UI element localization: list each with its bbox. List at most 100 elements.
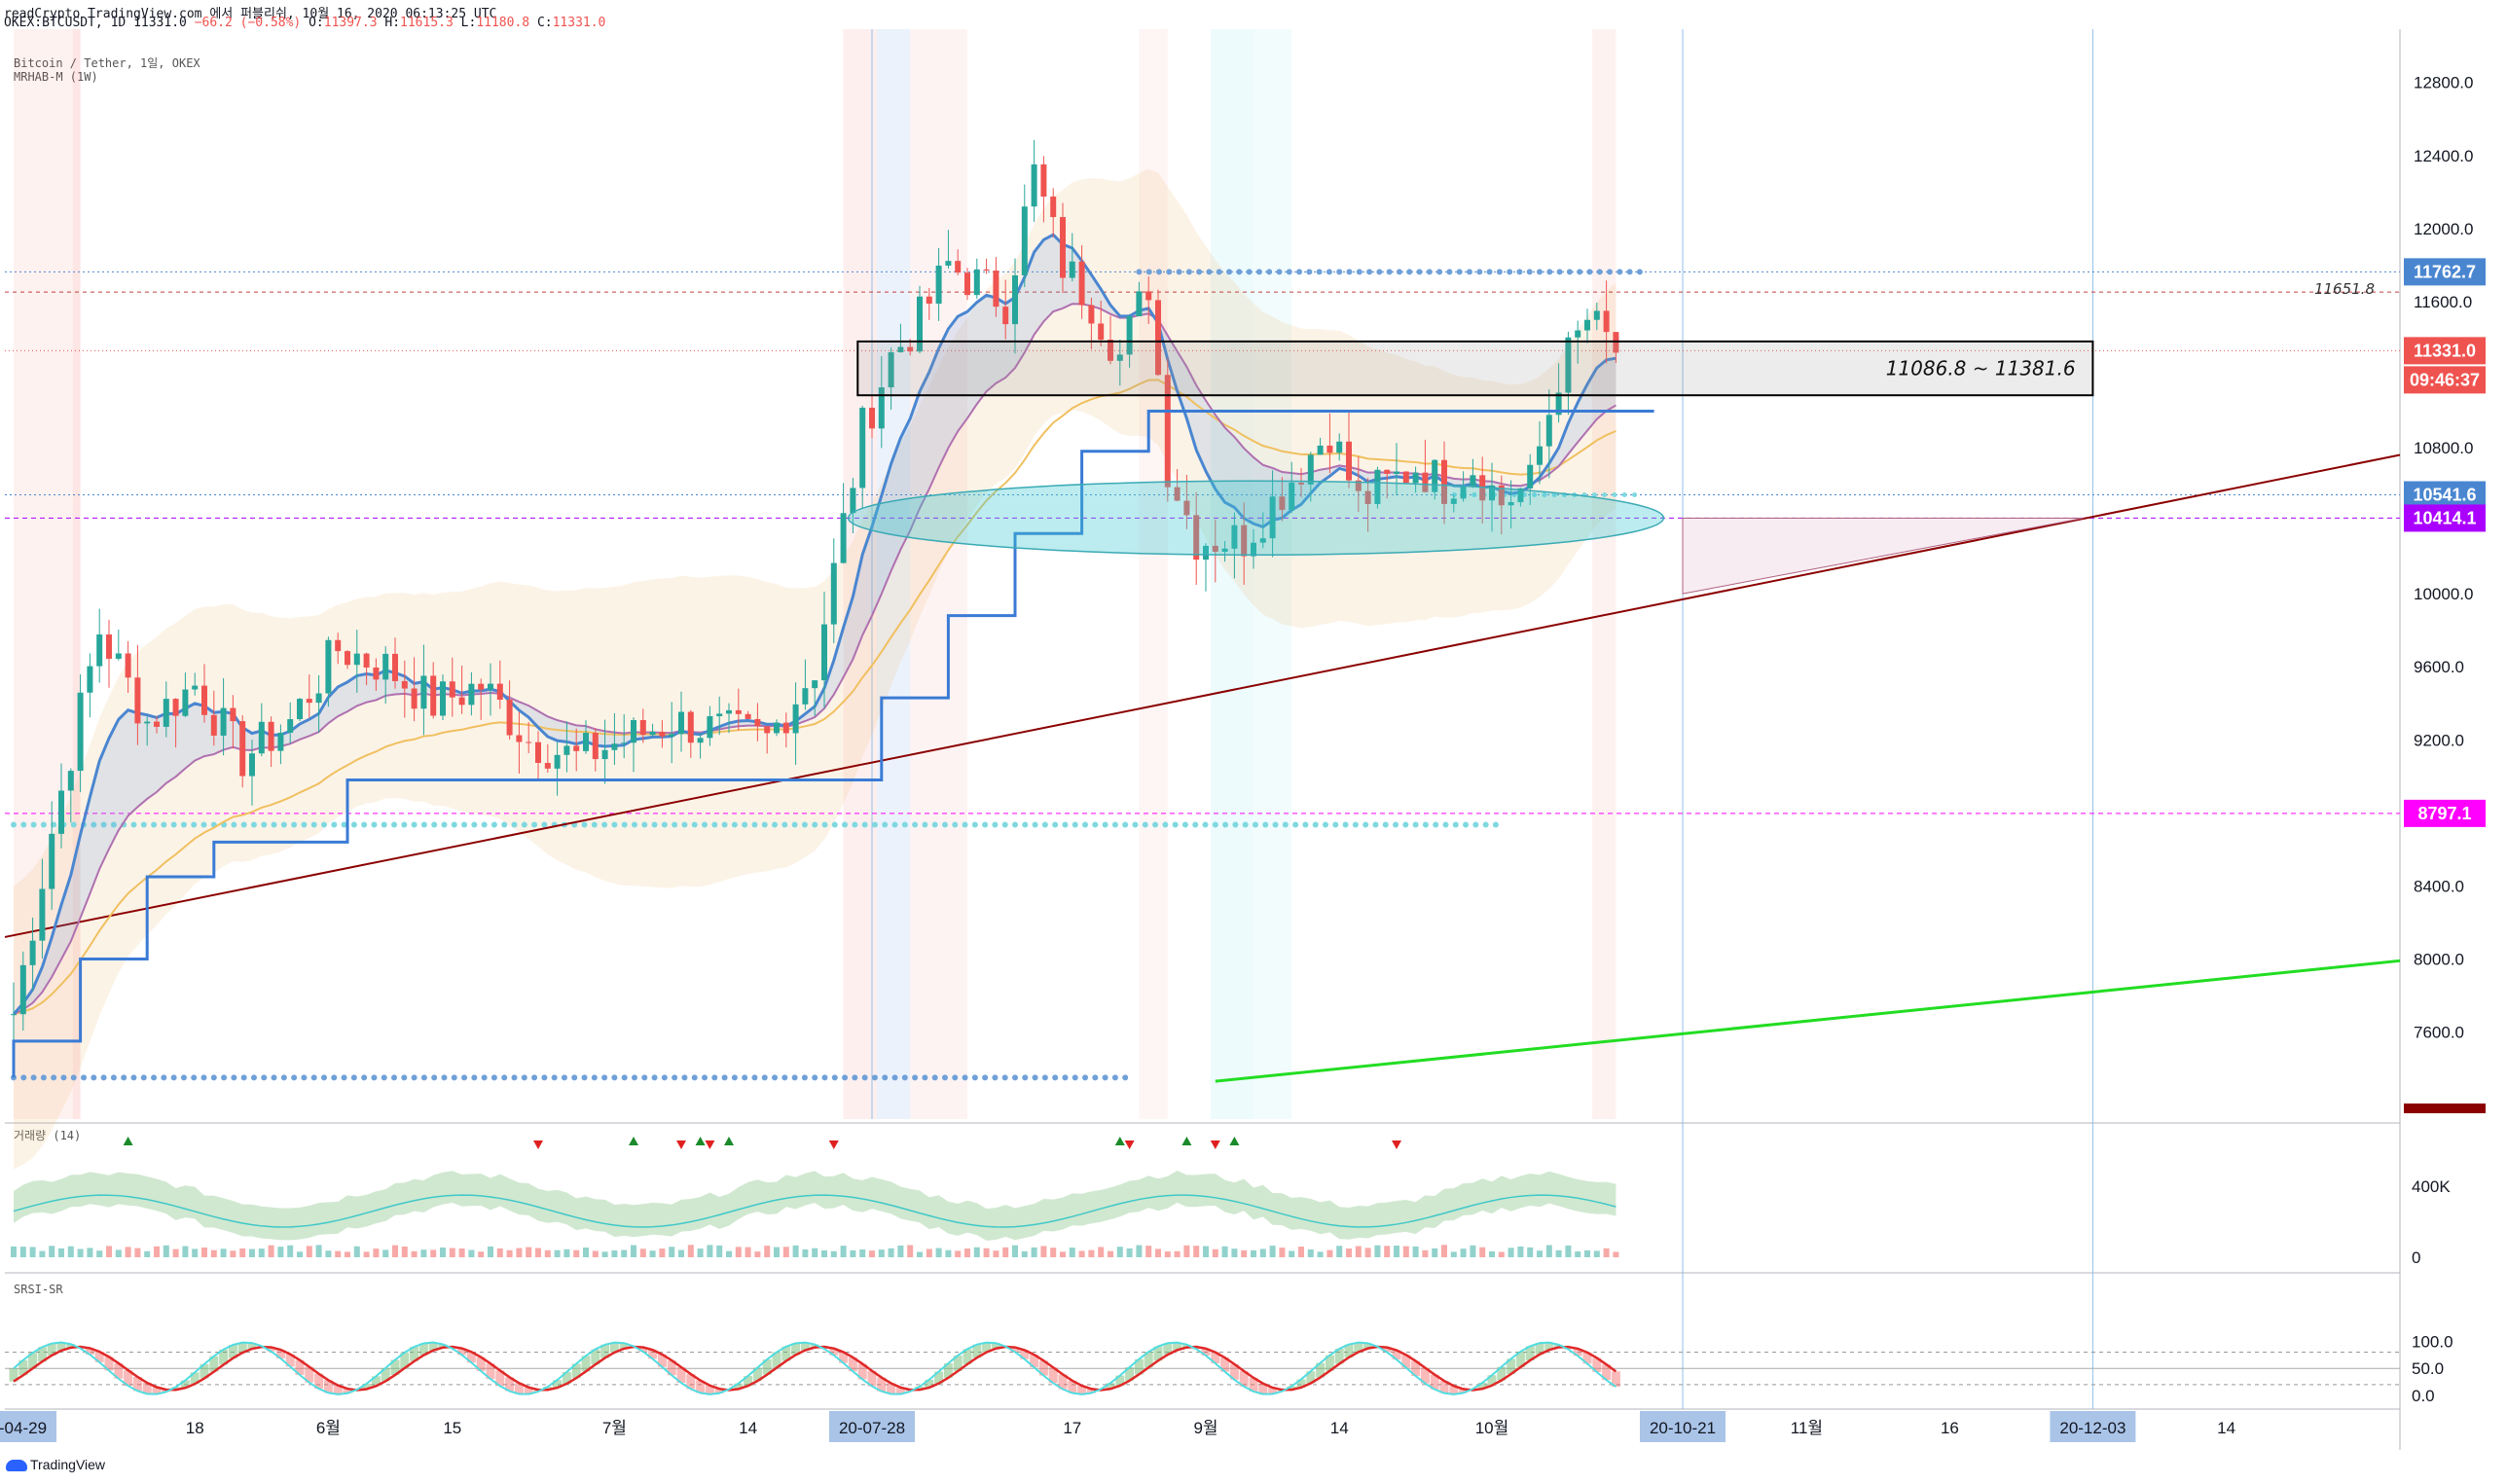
candle-body <box>639 719 646 736</box>
dot-level-mid <box>431 821 438 828</box>
dot-level-mid <box>1172 821 1179 828</box>
dot-level-low <box>721 1074 728 1081</box>
candle-body <box>993 271 999 308</box>
cloud-icon <box>6 1460 27 1472</box>
publish-text: readCrypto TradingView.com 에서 퍼블리쉬, 10월 … <box>4 7 497 21</box>
volume-bar <box>297 1251 303 1257</box>
dot-level-low <box>551 1074 558 1081</box>
candle-body <box>669 734 675 737</box>
dot-level-mid <box>1252 821 1258 828</box>
volume-bar <box>1203 1246 1209 1257</box>
volume-bar <box>1432 1248 1438 1257</box>
price-axis-label: 9200.0 <box>2414 731 2464 749</box>
volume-bar <box>1145 1246 1152 1257</box>
publish-line: readCrypto TradingView.com 에서 퍼블리쉬, 10월 … <box>4 3 496 21</box>
candle-body <box>1136 291 1143 317</box>
time-axis-label: 7월 <box>602 1419 627 1437</box>
trend-line-rising <box>4 453 2401 938</box>
volume-bar <box>1174 1250 1181 1257</box>
band-0 <box>14 29 81 1119</box>
dot-level-low <box>801 1074 808 1081</box>
range-box-label: 11086.8 ~ 11381.6 <box>1886 357 2076 380</box>
candle-body <box>1183 500 1190 516</box>
dot-level-low <box>601 1074 608 1081</box>
dot-level-high <box>1406 269 1413 275</box>
volume-bar <box>287 1245 294 1257</box>
candle-body <box>411 688 418 709</box>
dot-level-low <box>891 1074 898 1081</box>
dot-level-low <box>381 1074 387 1081</box>
candle-body <box>1394 471 1399 474</box>
trend-lines <box>4 453 2401 1083</box>
volume-bar <box>621 1249 628 1257</box>
volume-bar <box>1364 1248 1371 1257</box>
dot-level-high <box>1255 269 1262 275</box>
dot-level-mid <box>1212 821 1218 828</box>
dot-level-mid <box>271 821 277 828</box>
dot-level-mid <box>852 821 858 828</box>
volume-bar <box>1593 1250 1600 1257</box>
support-ellipse[interactable] <box>847 480 1665 557</box>
volume-bar <box>1317 1251 1324 1257</box>
candle-body <box>573 745 580 751</box>
volume-bar <box>1050 1248 1057 1257</box>
volume-pane-label: 거래량 (14) <box>14 1127 81 1143</box>
candle-body <box>1460 487 1467 499</box>
dot-level-mid <box>1372 821 1379 828</box>
candle-body <box>210 714 217 736</box>
dot-level-low <box>651 1074 658 1081</box>
volume-bar <box>1012 1245 1018 1257</box>
candle-body <box>707 715 713 739</box>
band-8 <box>1591 29 1617 1119</box>
dot-level-mid <box>631 821 637 828</box>
dot-level-mid <box>982 821 989 828</box>
volume-bar <box>488 1246 493 1257</box>
candle-body <box>287 719 294 733</box>
candle-body <box>49 833 55 889</box>
dot-level-low <box>912 1074 919 1081</box>
dot-level-mid <box>1082 821 1089 828</box>
dot-level-high <box>1556 269 1563 275</box>
price-axis-label: 10000.0 <box>2414 585 2473 603</box>
candle-body <box>1289 483 1295 510</box>
dot-level-mid <box>1382 821 1389 828</box>
candle-body <box>1432 459 1438 492</box>
candle-body <box>1060 217 1066 278</box>
price-tag <box>2404 366 2486 394</box>
signal-down-icon <box>533 1140 543 1149</box>
volume-bar <box>878 1249 885 1257</box>
volume-bar <box>373 1249 380 1257</box>
candle-body <box>649 731 656 736</box>
candle-body <box>1193 515 1200 561</box>
volume-bar <box>888 1248 894 1257</box>
dot-level-high <box>1617 269 1623 275</box>
candle-body <box>754 718 761 727</box>
volume-bar <box>1289 1250 1295 1257</box>
dot-level-mid <box>672 821 678 828</box>
dot-level-low <box>501 1074 508 1081</box>
dot-level-high <box>1496 269 1503 275</box>
dot-level-mid <box>1122 821 1129 828</box>
dot-level-mid <box>130 821 137 828</box>
dot-level-low <box>882 1074 889 1081</box>
candle-body <box>544 763 551 769</box>
dot-level-mid <box>891 821 898 828</box>
dot-level-mid <box>420 821 427 828</box>
candle-body <box>277 732 284 751</box>
dot-level-mid <box>992 821 999 828</box>
candle-body <box>888 352 894 388</box>
volume-bar <box>1479 1247 1486 1257</box>
dot-level-mid <box>761 821 768 828</box>
candle-body <box>659 731 666 737</box>
candle-body <box>535 742 541 764</box>
dot-level-low <box>821 1074 828 1081</box>
dot-level-mid <box>200 821 207 828</box>
candle-body <box>29 940 36 965</box>
signal-down-icon <box>828 1140 839 1149</box>
volume-bar <box>735 1247 742 1257</box>
candle-body <box>1508 502 1514 506</box>
dot-level-low <box>51 1074 57 1081</box>
volume-bar <box>1155 1249 1161 1257</box>
range-box[interactable]: 11086.8 ~ 11381.6 11651.8 <box>856 280 2375 397</box>
